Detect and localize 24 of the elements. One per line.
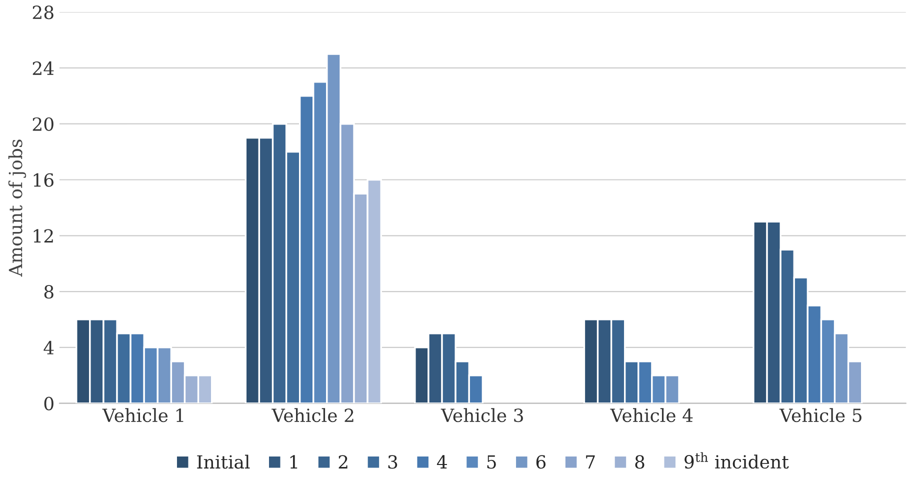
y-tick-label: 0 [44,396,54,410]
y-tick-label: 16 [34,173,54,187]
x-tick-label: Vehicle 5 [779,408,862,422]
x-tick-label: Vehicle 2 [272,408,354,422]
legend-label: 2 [338,455,348,468]
legend-label: 1 [290,455,298,468]
x-tick-label: Vehicle 1 [102,408,184,422]
legend-label: 3 [388,455,398,469]
legend-label: 7 [586,455,595,468]
legend-label: 6 [536,455,546,469]
legend-label: 8 [635,455,644,469]
y-tick-label: 4 [44,340,54,354]
y-tick-label: 12 [34,229,53,242]
x-tick-label: Vehicle 4 [610,408,693,422]
legend-label: 5 [487,455,496,469]
legend-label: 9$^{th}$ incident [684,452,789,469]
y-tick-label: 8 [44,284,54,299]
y-tick-label: 20 [32,117,54,131]
legend-label: Initial [197,454,250,469]
x-tick-label: Vehicle 3 [440,408,523,422]
y-axis-title: Amount of jobs [8,140,26,277]
y-tick-label: 24 [32,61,54,75]
legend-label: 4 [436,455,447,468]
y-tick-label: 28 [32,6,54,20]
